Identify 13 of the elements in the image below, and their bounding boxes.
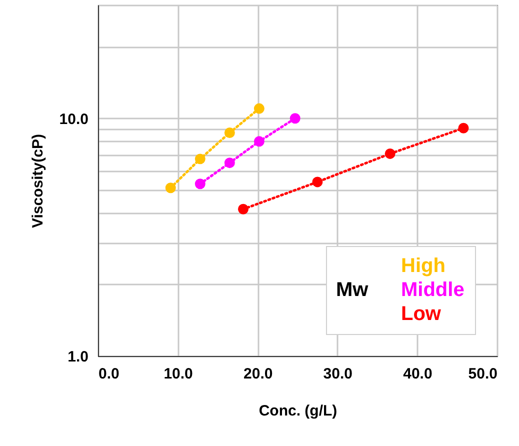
legend-title: Mw bbox=[336, 279, 369, 301]
text: Low bbox=[401, 303, 442, 325]
text: Middle bbox=[401, 279, 464, 301]
x-tick-label: 10.0 bbox=[164, 366, 193, 382]
x-tick-label: 50.0 bbox=[468, 366, 498, 382]
x-axis-title: Conc. (g/L) bbox=[258, 402, 338, 420]
x-tick-label: 0.0 bbox=[98, 366, 120, 382]
text: High bbox=[401, 255, 446, 277]
x-tick-label: 40.0 bbox=[403, 366, 432, 382]
y-tick-label: 1.0 bbox=[68, 348, 88, 366]
x-tick-label: 20.0 bbox=[244, 366, 273, 382]
x-tick-label: 30.0 bbox=[323, 366, 352, 382]
y-axis-title: Viscosity(cP) bbox=[29, 134, 46, 228]
